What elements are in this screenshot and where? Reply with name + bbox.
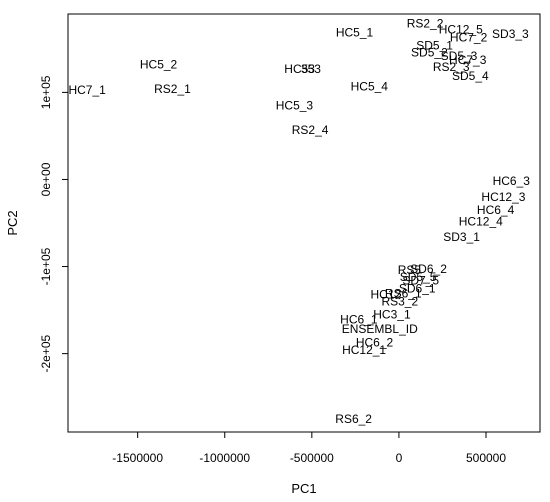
point-label: RS3_2 (381, 294, 418, 308)
point-label: HC6_3 (493, 174, 531, 188)
point-label: HC12_3 (481, 190, 525, 204)
x-axis: -1500000 -1000000 -500000 0 500000 (112, 432, 506, 465)
point-label: RS2_3 (433, 60, 470, 74)
y-tick-label: 1e+05 (39, 75, 53, 109)
point-label: HC5_3 (276, 98, 314, 112)
x-tick-label: 0 (396, 451, 403, 465)
point-label: HC5_4 (351, 79, 389, 93)
point-label: SD5_4 (452, 69, 489, 83)
point-label: SD3_3 (492, 27, 529, 41)
x-tick-label: -1000000 (199, 451, 250, 465)
point-label: SD3_1 (443, 230, 480, 244)
point-label: SD7_5 (402, 273, 439, 287)
point-label: HC6_2 (356, 335, 394, 349)
x-tick-label: 500000 (466, 451, 506, 465)
point-label: RS6_2 (335, 412, 372, 426)
point-label: HC7_2 (450, 31, 488, 45)
point-label: ENSEMBL_ID (342, 322, 418, 336)
point-label: HC5_2 (140, 58, 178, 72)
point-label: SD5_3 (441, 49, 478, 63)
point-label: SD6_1 (399, 281, 436, 295)
point-label: RS5 (398, 263, 422, 277)
point-label: SD5_1 (416, 38, 453, 52)
point-label: HC12_5 (439, 23, 483, 37)
point-label: HC12_4 (459, 214, 503, 228)
point-label: SD5_5 (400, 270, 437, 284)
y-tick-label: 0e+00 (39, 162, 53, 196)
point-label: SD6_2 (410, 262, 447, 276)
x-tick-label: -1500000 (112, 451, 163, 465)
point-label: HC7_3 (449, 53, 487, 67)
point-label: RS2_4 (292, 123, 329, 137)
x-tick-label: -500000 (290, 451, 334, 465)
point-label: RS2_2 (407, 17, 444, 31)
point-label: HC12 (371, 287, 402, 301)
point-label: RS2_1 (154, 82, 191, 96)
point-label: HC7_1 (68, 83, 106, 97)
point-label: 353 (301, 62, 321, 76)
point-label: HC6_1 (340, 313, 378, 327)
point-label: HC53 (284, 62, 315, 76)
point-label: HC5_1 (336, 25, 374, 39)
point-label: HC12_1 (342, 343, 386, 357)
y-axis-label: PC2 (5, 210, 20, 235)
y-tick-label: -1e+05 (39, 247, 53, 285)
point-label: RS6_1 (385, 287, 422, 301)
plot-frame (67, 13, 541, 433)
x-axis-label: PC1 (291, 481, 316, 496)
point-label: HC3_1 (373, 307, 411, 321)
point-label: SD5_2 (411, 45, 448, 59)
y-axis: 1e+05 0e+00 -1e+05 -2e+05 (39, 75, 68, 372)
point-label: HC6_4 (477, 203, 515, 217)
y-tick-label: -2e+05 (39, 334, 53, 372)
